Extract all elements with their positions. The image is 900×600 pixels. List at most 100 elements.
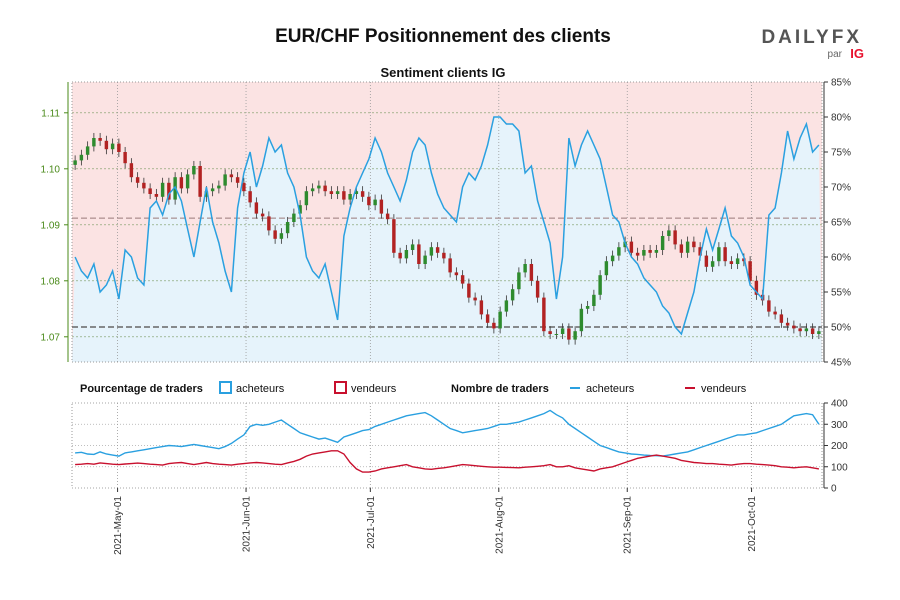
candle-body: [710, 261, 715, 267]
candle: [442, 247, 446, 264]
candle: [810, 323, 815, 340]
count-tick-label: 100: [831, 462, 848, 473]
candle: [642, 244, 646, 261]
candle-body: [648, 250, 652, 253]
candle: [517, 267, 521, 295]
candle: [429, 242, 434, 261]
candle: [129, 158, 134, 183]
legend-count-buyers-label: acheteurs: [586, 383, 635, 395]
candle: [554, 328, 559, 340]
brand-ig: IG: [850, 46, 864, 61]
candle: [367, 191, 371, 211]
candle: [504, 295, 509, 317]
candle-body: [492, 322, 496, 329]
candle: [223, 169, 227, 191]
chart-subtitle: Sentiment clients IG: [381, 65, 506, 80]
count-axis: 0 100 200 300 400: [823, 399, 848, 495]
candle-body: [210, 188, 215, 192]
brand-sub: par: [828, 49, 843, 60]
candle-body: [779, 314, 784, 323]
candle: [767, 295, 771, 317]
candle: [529, 258, 534, 286]
candle-body: [679, 244, 684, 253]
candle: [379, 194, 384, 219]
candle-body: [429, 247, 434, 256]
candle-body: [198, 166, 202, 197]
candle: [773, 306, 777, 320]
count-tick-label: 300: [831, 420, 848, 431]
candle: [748, 256, 752, 286]
candle: [804, 323, 809, 337]
date-tick-label: 2021-May-01: [113, 496, 124, 555]
candle-body: [423, 255, 427, 264]
candle-body: [460, 275, 465, 284]
candle-body: [192, 166, 196, 175]
candle-body: [142, 182, 146, 189]
candle-body: [473, 297, 477, 301]
candle: [542, 292, 546, 337]
candle-body: [660, 236, 665, 250]
candle-body: [217, 185, 221, 189]
candle: [704, 250, 709, 272]
candle-body: [535, 280, 540, 298]
date-tick-label: 2021-Oct-01: [747, 496, 758, 552]
candle-body: [310, 188, 315, 192]
candle: [304, 186, 309, 211]
candle: [323, 180, 327, 197]
candle-body: [692, 241, 696, 248]
candle-body: [792, 325, 796, 329]
candle: [85, 141, 90, 160]
candle: [548, 326, 552, 340]
chart-title: EUR/CHF Positionnement des clients: [275, 26, 611, 47]
candle: [92, 132, 96, 152]
candle: [317, 180, 321, 194]
legend-count-sellers-label: vendeurs: [701, 383, 747, 395]
candle-body: [754, 280, 759, 295]
candle-body: [448, 258, 452, 273]
candle-body: [435, 247, 440, 253]
candle: [604, 256, 609, 281]
candle-body: [804, 328, 809, 332]
candle: [792, 320, 796, 334]
candle: [285, 216, 290, 239]
candle: [635, 247, 640, 261]
count-tick-label: 0: [831, 484, 837, 495]
candle-body: [654, 250, 659, 253]
candle-body: [417, 244, 421, 264]
pct-tick-label: 80%: [831, 113, 851, 124]
candle: [467, 278, 471, 303]
candle: [598, 270, 602, 300]
candle-body: [598, 275, 602, 295]
candle: [454, 267, 459, 281]
candle-body: [798, 328, 802, 332]
candle: [417, 239, 421, 270]
candle: [329, 186, 334, 200]
legend-pct-sellers-label: vendeurs: [351, 383, 397, 395]
candle: [292, 208, 296, 228]
candle: [217, 180, 221, 194]
candle-body: [185, 174, 190, 189]
candle-body: [179, 177, 184, 189]
candle: [135, 172, 140, 188]
candle-body: [573, 331, 577, 340]
price-tick-label: 1.11: [41, 108, 60, 119]
candle-body: [304, 191, 309, 206]
candle: [617, 242, 621, 261]
candle: [660, 230, 665, 256]
date-tick-label: 2021-Jun-01: [242, 496, 253, 553]
candle: [179, 172, 184, 194]
price-axis: 1.07 1.08 1.09 1.10 1.11: [41, 82, 69, 362]
candle-body: [398, 252, 402, 259]
candle: [567, 323, 571, 345]
buyers-count-line: [75, 409, 820, 457]
candle: [585, 300, 590, 314]
candle: [210, 183, 215, 197]
candle: [723, 242, 727, 267]
candle-body: [235, 177, 240, 183]
candle-body: [354, 191, 359, 194]
candle: [779, 309, 784, 328]
candle: [267, 211, 271, 236]
candle-body: [579, 308, 584, 332]
candle-body: [517, 272, 521, 290]
candle: [560, 323, 565, 340]
